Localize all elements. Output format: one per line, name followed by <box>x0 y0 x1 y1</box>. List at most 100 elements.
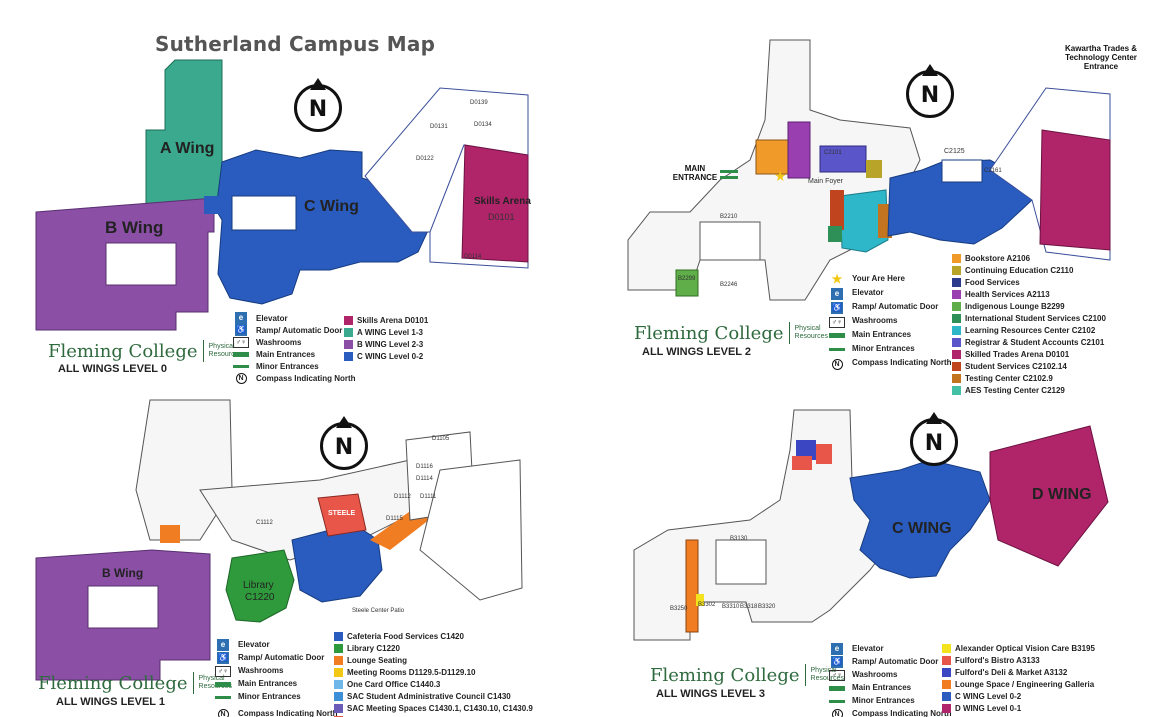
brand-name: Fleming College <box>38 672 188 694</box>
legend-swatch <box>952 265 961 275</box>
legend-swatch <box>334 631 343 641</box>
legend-swatch <box>334 667 343 677</box>
level2-courtyard <box>699 221 761 261</box>
fulfords-deli <box>796 440 816 460</box>
brand-sub: Physical Resources <box>810 667 844 682</box>
a-wing-label: A Wing <box>160 140 215 157</box>
level2-services-legend: Bookstore A2106 Continuing Education C21… <box>952 252 1106 396</box>
level3-map: C WING D WING B3302 B3310 B3318 B3320 B3… <box>570 390 1158 717</box>
registrar-area <box>819 145 867 173</box>
kawartha-entrance-label: Kawartha Trades & Technology Center Entr… <box>1064 44 1138 71</box>
elevator-icon: e <box>831 287 843 300</box>
international-services-area <box>828 226 842 242</box>
a-wing-shape <box>145 59 223 211</box>
level1-a-wing-outline <box>135 399 233 541</box>
legend-swatch <box>952 277 961 287</box>
legend-swatch <box>952 361 961 371</box>
compass-small-icon: N <box>831 708 843 717</box>
legend-swatch <box>344 351 353 361</box>
level1-b-courtyard <box>87 585 159 629</box>
student-services-area <box>830 190 844 230</box>
legend-swatch <box>952 385 961 395</box>
skills-arena-label: Skills Arena <box>474 196 531 207</box>
legend-swatch <box>334 703 343 713</box>
main-entrance-arrow <box>720 170 738 173</box>
ramp-icon: ♿ <box>831 655 843 668</box>
room-label: D0134 <box>474 122 492 128</box>
main-entrance-icon <box>215 681 231 687</box>
room-label: B3318 <box>740 604 758 610</box>
room-label: C2101 <box>824 150 842 156</box>
room-label: B3130 <box>730 536 748 542</box>
level3-c-wing <box>849 459 991 579</box>
room-label: C1112 <box>256 520 273 526</box>
legend-swatch <box>952 289 961 299</box>
room-label: C2161 <box>984 168 1002 174</box>
main-entrance-icon <box>829 685 845 691</box>
compass-icon: N <box>910 412 958 466</box>
legend-swatch <box>942 703 951 713</box>
compass-small-icon: N <box>217 708 229 717</box>
level3-services-legend: Alexander Optical Vision Care B3195 Fulf… <box>942 642 1095 714</box>
washroom-icon: ♂♀ <box>233 337 249 348</box>
steele-pub-area <box>317 493 367 537</box>
room-label: B3250 <box>670 606 688 612</box>
legend-swatch <box>942 667 951 677</box>
b-wing-courtyard <box>105 242 177 286</box>
minor-entrance-icon <box>829 699 845 703</box>
level0-map: A Wing B Wing C Wing Skills Arena D0101 … <box>0 0 570 390</box>
library-area <box>225 549 295 623</box>
compass-icon: N <box>906 64 954 118</box>
room-label: D1112 <box>394 494 411 500</box>
main-foyer-label: Main Foyer <box>808 178 844 185</box>
you-are-here-icon: ★ <box>831 271 843 286</box>
legend-swatch <box>344 315 353 325</box>
room-label: D0114 <box>464 254 482 260</box>
level1-label: ALL WINGS LEVEL 1 <box>56 696 165 708</box>
continuing-ed-area <box>866 160 882 178</box>
fulfords-bistro <box>792 456 812 470</box>
washroom-icon: ♂♀ <box>215 665 231 677</box>
room-label: D1111 <box>420 494 437 500</box>
fleming-logo: Fleming College Physical Resources <box>48 340 253 362</box>
c-wing-label: C WING <box>892 520 952 537</box>
legend-swatch <box>942 679 951 689</box>
room-label: D0122 <box>416 156 434 162</box>
room-label: B2299 <box>678 276 696 282</box>
main-entrance-label: MAIN ENTRANCE <box>672 164 718 182</box>
minor-entrance-icon <box>829 348 845 352</box>
brand-sub: Physical Resources <box>794 325 828 340</box>
main-entrance-icon <box>233 352 249 358</box>
level1-d-wing-east <box>419 459 523 601</box>
skills-arena-code: D0101 <box>488 212 515 222</box>
skills-arena-shape <box>461 144 529 263</box>
level1-services-legend: Cafeteria Food Services C1420 Library C1… <box>334 630 533 717</box>
brand-name: Fleming College <box>650 664 800 686</box>
bistro-east <box>816 444 832 464</box>
main-entrance-arrow <box>720 176 738 179</box>
compass-small-icon: N <box>235 373 247 384</box>
steele-label: STEELE <box>328 510 356 517</box>
compass-icon: N <box>320 416 368 470</box>
room-label: D0131 <box>430 124 448 130</box>
minor-entrance-icon <box>233 365 249 369</box>
level0-wing-legend: Skills Arena D0101 A WING Level 1-3 B WI… <box>344 314 428 362</box>
legend-swatch <box>952 337 961 347</box>
optical-vision <box>696 594 704 606</box>
c-wing-inner-rooms <box>231 195 297 231</box>
level2-c-wing <box>887 159 1033 245</box>
skilled-trades-arena-area <box>1039 129 1111 251</box>
ramp-icon: ♿ <box>831 301 843 314</box>
elevator-icon: e <box>235 312 247 324</box>
level1-map: B Wing Library C1220 STEELE Steele Cente… <box>0 390 570 717</box>
library-code: C1220 <box>245 592 275 603</box>
washroom-icon: ♂♀ <box>829 669 845 681</box>
legend-swatch <box>952 349 961 359</box>
legend-swatch <box>952 301 961 311</box>
legend-swatch <box>952 313 961 323</box>
legend-swatch <box>952 325 961 335</box>
compass-small-icon: N <box>831 358 843 370</box>
fleming-logo: Fleming College Physical Resources <box>634 322 839 344</box>
legend-swatch <box>952 373 961 383</box>
b-wing-label: B Wing <box>105 218 164 237</box>
